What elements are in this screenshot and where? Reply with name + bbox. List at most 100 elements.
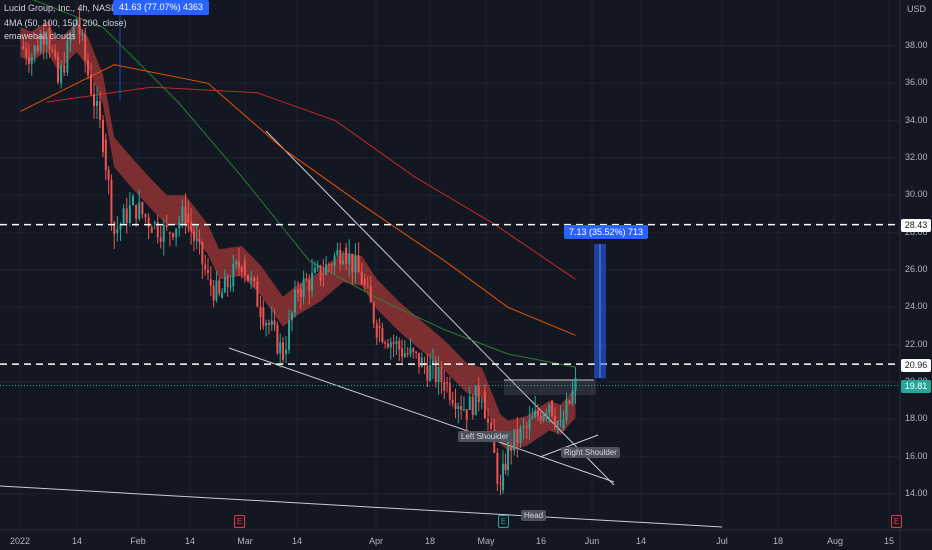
candle-body [54, 50, 57, 57]
time-tick-label: Mar [237, 536, 253, 546]
price-tick-label: 34.00 [905, 114, 928, 125]
candle-body [102, 119, 104, 152]
candle-body [184, 206, 187, 224]
candle-body [487, 418, 489, 423]
candle-body [415, 351, 418, 353]
candle-body [319, 265, 322, 281]
candle-body [138, 202, 141, 219]
earnings-icon[interactable]: E [498, 515, 509, 528]
candle-body [534, 410, 537, 417]
candle-body [282, 342, 284, 360]
candle-body [122, 208, 125, 225]
trendline [0, 485, 723, 528]
candle-body [403, 353, 406, 357]
trendline [539, 434, 599, 458]
time-tick-label: 14 [71, 536, 83, 546]
candle-body [360, 272, 363, 285]
candle-body [57, 56, 59, 83]
candle-body [426, 365, 429, 381]
candle-body [75, 19, 78, 25]
time-tick-label: 16 [535, 536, 547, 546]
candle-body [440, 366, 443, 382]
candle-body [537, 410, 539, 416]
candle-body [119, 224, 122, 230]
candle-body [187, 214, 190, 223]
candle-body [565, 400, 568, 421]
price-tick-label: 14.00 [905, 488, 928, 498]
candle-body [474, 385, 477, 416]
candle-body [504, 463, 507, 471]
candle-body [262, 307, 265, 326]
candle-body [420, 357, 423, 368]
candle-body [528, 418, 531, 429]
candle-body [539, 415, 542, 421]
candle-body [443, 381, 446, 391]
candle-body [259, 306, 262, 318]
earnings-icon[interactable]: E [891, 515, 902, 528]
time-tick-label: 14 [291, 536, 303, 546]
candle-body [398, 341, 401, 350]
time-tick-label: May [477, 536, 495, 546]
candle-body [48, 27, 51, 50]
candle-body [285, 349, 287, 355]
candle-body [446, 382, 449, 384]
candle-body [392, 342, 395, 344]
candle-body [243, 260, 246, 275]
candle-body [490, 422, 493, 430]
candle-body [457, 406, 460, 409]
time-tick-label: 18 [424, 536, 436, 546]
annotation-left-shoulder[interactable]: Left Shoulder [458, 431, 512, 442]
candle-body [294, 289, 296, 313]
candle-body [389, 342, 392, 348]
candle-body [135, 204, 138, 219]
candle-body [454, 403, 457, 409]
indicator-4ma-label[interactable]: 4MA (50, 100, 150, 200, close) [4, 18, 127, 28]
candle-body [327, 264, 330, 266]
candle-body [25, 48, 28, 58]
candle-body [168, 232, 171, 234]
candle-body [150, 227, 153, 233]
candle-body [195, 239, 198, 241]
candle-body [302, 278, 305, 297]
candle-body [273, 320, 276, 325]
annotation-right-shoulder[interactable]: Right Shoulder [561, 447, 620, 458]
time-tick-label: 15 [883, 536, 895, 546]
candle-body [297, 289, 299, 293]
candle-body [525, 426, 528, 428]
candle-body [172, 233, 174, 238]
candle-body [181, 206, 184, 222]
candle-body [406, 353, 409, 355]
earnings-icon[interactable]: E [234, 515, 245, 528]
candle-body [357, 255, 360, 273]
candle-body [401, 348, 404, 357]
candle-body [333, 255, 336, 266]
candle-body [522, 426, 525, 429]
candle-body [483, 391, 486, 419]
candle-body [363, 279, 366, 286]
candle-body [221, 292, 224, 299]
candle-body [235, 261, 238, 265]
candle-body [336, 249, 339, 256]
time-tick-label: Apr [368, 536, 384, 546]
candle-body [132, 196, 134, 206]
candle-body [437, 366, 440, 383]
price-tick-label: 32.00 [905, 152, 928, 162]
candle-body [215, 280, 218, 301]
candle-body [432, 360, 434, 366]
candle-body [395, 341, 398, 344]
candle-body [519, 428, 522, 443]
candle-body [42, 36, 45, 45]
candle-body [502, 463, 504, 491]
candle-body [562, 420, 565, 429]
candle-body [316, 265, 319, 268]
candle-body [207, 269, 209, 273]
candle-body [305, 278, 308, 281]
candle-body [313, 267, 316, 273]
price-tick-label: 36.00 [905, 77, 928, 88]
candle-body [412, 348, 415, 352]
annotation-head[interactable]: Head [521, 510, 547, 521]
candle-body [93, 93, 95, 107]
candle-body [204, 264, 207, 270]
indicator-clouds-label[interactable]: emaweball clouds [4, 31, 76, 41]
